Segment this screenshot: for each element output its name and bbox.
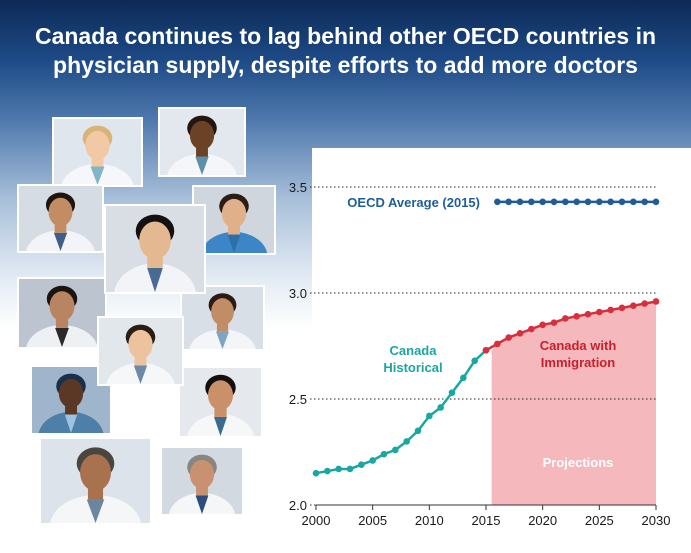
- data-point: [426, 412, 433, 420]
- oecd-average-label: OECD Average (2015): [347, 195, 480, 210]
- x-tick-label: 2025: [585, 513, 614, 528]
- page-title: Canada continues to lag behind other OEC…: [0, 22, 691, 80]
- data-point: [494, 340, 501, 348]
- data-point: [630, 198, 637, 206]
- data-point: [550, 319, 558, 326]
- data-point: [346, 465, 354, 473]
- canada-historical-label: Historical: [383, 360, 442, 375]
- data-point: [607, 306, 614, 314]
- data-point: [403, 438, 410, 445]
- data-point: [596, 198, 603, 206]
- y-tick-label: 2.0: [289, 498, 307, 513]
- data-point: [324, 467, 331, 475]
- data-point: [505, 334, 512, 341]
- projection-region: [491, 301, 656, 505]
- doctor-photo: [52, 117, 143, 187]
- data-point: [573, 313, 580, 320]
- x-tick-label: 2015: [472, 513, 501, 528]
- data-point: [516, 198, 524, 206]
- y-tick-label: 2.5: [289, 392, 307, 407]
- y-tick-label: 3.5: [289, 180, 307, 195]
- data-point: [596, 308, 603, 316]
- canada-immigration-label: Immigration: [541, 355, 615, 370]
- data-point: [562, 198, 569, 206]
- data-point: [335, 465, 342, 473]
- canada-historical-series-line: [315, 349, 487, 475]
- data-point: [460, 374, 467, 382]
- x-tick-label: 2000: [302, 513, 331, 528]
- doctor-photo: [180, 285, 265, 351]
- data-point: [471, 357, 478, 365]
- x-tick-label: 2020: [528, 513, 557, 528]
- data-point: [380, 450, 388, 458]
- data-point: [641, 198, 648, 206]
- data-point: [312, 469, 320, 477]
- data-point: [573, 198, 580, 206]
- x-tick-label: 2005: [358, 513, 387, 528]
- x-tick-label: 2030: [642, 513, 671, 528]
- data-point: [505, 198, 512, 206]
- x-tick-label: 2010: [415, 513, 444, 528]
- doctor-photo: [178, 366, 263, 438]
- doctor-photo: [30, 365, 112, 435]
- doctor-photo: [97, 316, 184, 386]
- canada-historical-label: Canada: [390, 343, 438, 358]
- doctor-photo: [17, 184, 104, 253]
- data-point: [652, 198, 660, 206]
- data-point: [516, 329, 524, 337]
- doctor-photo: [17, 277, 107, 349]
- data-point: [618, 304, 626, 312]
- doctor-photo: [158, 107, 246, 177]
- data-point: [584, 198, 592, 206]
- data-point: [482, 346, 490, 354]
- data-point: [618, 198, 626, 206]
- title-line-1: Canada continues to lag behind other OEC…: [34, 23, 657, 49]
- data-point: [584, 310, 592, 318]
- data-point: [630, 302, 637, 310]
- data-point: [562, 315, 569, 322]
- canada-immigration-label: Canada with: [540, 338, 617, 353]
- data-point: [550, 198, 558, 206]
- data-point: [358, 461, 365, 469]
- doctor-photo: [39, 437, 152, 525]
- data-point: [539, 321, 546, 329]
- doctor-photo: [160, 446, 244, 516]
- y-tick-label: 3.0: [289, 286, 307, 301]
- data-point: [392, 446, 399, 454]
- data-point: [437, 404, 444, 411]
- data-point: [494, 198, 501, 206]
- data-point: [369, 457, 376, 464]
- data-point: [528, 325, 535, 333]
- data-point: [652, 298, 660, 305]
- title-line-2: physician supply, despite efforts to add…: [53, 52, 638, 78]
- data-point: [528, 198, 535, 206]
- canada-immigration-series-line: [485, 300, 657, 352]
- data-point: [448, 389, 456, 396]
- doctor-photo: [104, 204, 206, 294]
- data-point: [539, 198, 546, 206]
- data-point: [414, 427, 422, 435]
- data-point: [607, 198, 614, 206]
- projections-label: Projections: [543, 455, 614, 470]
- doctor-photo: [192, 185, 276, 255]
- chart-title: Physicians per 1,000 population: [410, 146, 594, 161]
- data-point: [641, 300, 648, 307]
